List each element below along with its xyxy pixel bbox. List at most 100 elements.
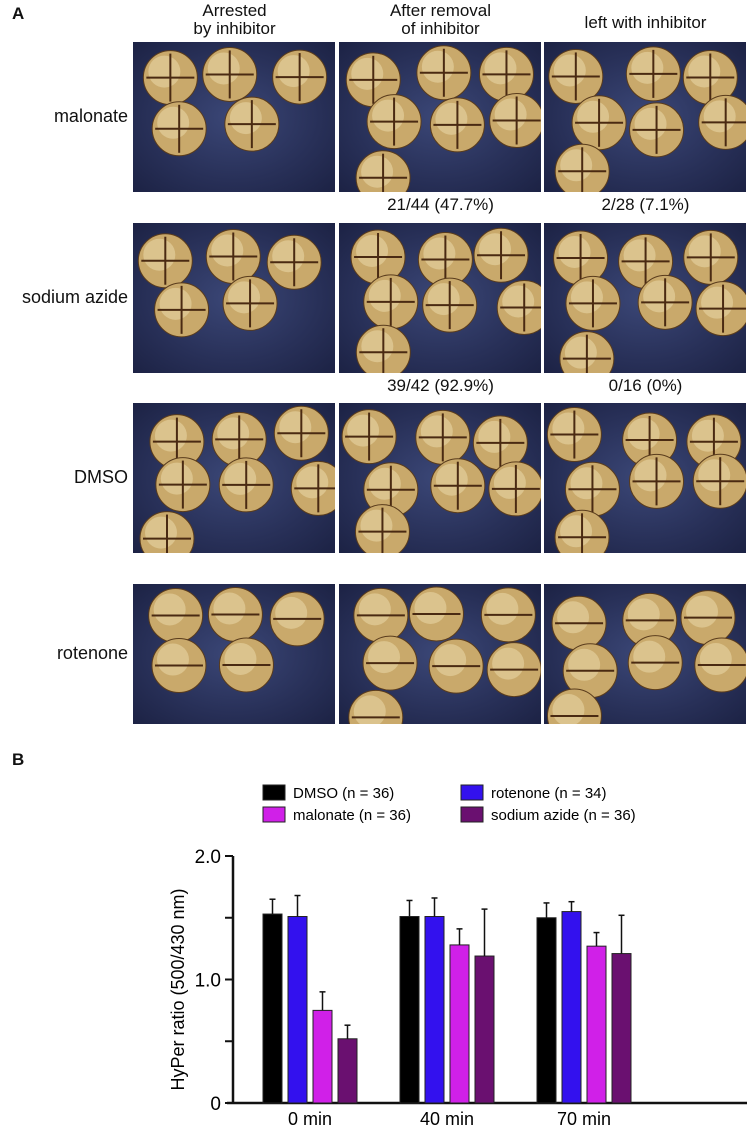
embryo-highlight	[564, 336, 597, 369]
survival-ratio: 21/44 (47.7%)	[387, 195, 494, 214]
embryo-highlight	[699, 643, 732, 676]
legend-label: rotenone (n = 34)	[491, 785, 607, 802]
legend-swatch	[460, 784, 484, 801]
embryo-photo	[544, 223, 746, 373]
embryo-highlight	[701, 286, 734, 319]
embryo-highlight	[224, 642, 257, 675]
embryo-photo	[133, 403, 335, 553]
embryo-photo	[133, 223, 335, 373]
x-tick-label: 0 min	[288, 1109, 332, 1127]
embryo-highlight	[557, 601, 590, 634]
embryo-highlight	[361, 155, 394, 188]
survival-ratio: 39/42 (92.9%)	[387, 376, 494, 395]
embryo-highlight	[560, 149, 593, 182]
panel-b-letter: B	[12, 750, 25, 769]
y-tick-label: 0	[210, 1094, 221, 1115]
embryo-highlight	[420, 415, 453, 448]
x-tick-label: 70 min	[557, 1109, 611, 1127]
embryo-highlight	[148, 55, 181, 88]
y-tick-label: 1.0	[195, 971, 221, 992]
embryo-highlight	[154, 419, 187, 452]
embryo-highlight	[156, 643, 189, 676]
embryo-highlight	[347, 414, 380, 447]
embryo-highlight	[484, 52, 517, 85]
bar-chart: DMSO (n = 36) rotenone (n = 34) malonate (…	[168, 784, 747, 1127]
embryo-highlight	[360, 509, 393, 542]
embryo-highlight	[159, 287, 192, 320]
y-tick-label: 2.0	[195, 847, 221, 868]
legend-swatch	[262, 784, 286, 801]
embryo-highlight	[414, 592, 447, 625]
embryo-highlight	[145, 516, 178, 549]
survival-ratio: 0/16 (0%)	[608, 376, 683, 395]
survival-ratio: 2/28 (7.1%)	[601, 195, 690, 214]
embryo-highlight	[213, 592, 246, 625]
legend-swatch	[262, 806, 286, 823]
embryo-highlight	[435, 102, 468, 135]
embryo-highlight	[686, 595, 719, 628]
embryo-photo	[544, 403, 746, 553]
embryo-highlight	[643, 280, 676, 313]
bar	[611, 953, 632, 1104]
embryo-highlight	[356, 235, 389, 268]
embryo-highlight	[157, 106, 190, 139]
bar	[474, 955, 495, 1104]
embryo-highlight	[224, 462, 257, 495]
embryo-highlight	[435, 463, 468, 496]
column-header: Arrested by inhibitor	[193, 1, 276, 38]
embryo-highlight	[633, 640, 666, 673]
embryo-photo	[339, 42, 541, 192]
legend-label: sodium azide (n = 36)	[491, 807, 636, 824]
embryo-highlight	[211, 234, 244, 267]
bar	[561, 911, 582, 1104]
row-label: malonate	[53, 106, 128, 126]
embryo-highlight	[634, 107, 667, 140]
embryo-highlight	[698, 459, 731, 492]
embryo-highlight	[434, 644, 467, 677]
row-label: rotenone	[56, 643, 128, 663]
embryo-highlight	[279, 411, 312, 444]
y-axis-label: HyPer ratio (500/430 nm)	[168, 888, 188, 1090]
embryo-highlight	[217, 417, 250, 450]
bar	[312, 1009, 333, 1104]
bar	[449, 944, 470, 1104]
column-header: left with inhibitor	[584, 13, 707, 32]
row-label: DMSO	[74, 467, 128, 487]
embryo-highlight	[623, 239, 656, 272]
embryo-highlight	[372, 99, 405, 132]
embryo-highlight	[568, 648, 601, 681]
row-label: sodium azide	[21, 287, 128, 307]
legend-swatch	[460, 806, 484, 823]
embryo-highlight	[358, 593, 391, 626]
embryo-highlight	[228, 281, 261, 314]
embryo-highlight	[368, 641, 401, 674]
embryo-highlight	[486, 592, 519, 625]
embryo-photo	[339, 403, 541, 553]
column-header: After removal of inhibitor	[389, 1, 492, 38]
embryo-highlight	[558, 235, 591, 268]
embryo-highlight	[368, 279, 401, 312]
embryo-highlight	[296, 466, 329, 499]
embryo-highlight	[361, 330, 394, 363]
panel-a-letter: A	[12, 4, 25, 23]
embryo-highlight	[703, 100, 736, 133]
embryo-highlight	[688, 235, 721, 268]
embryo-highlight	[368, 467, 401, 500]
x-tick-label: 40 min	[420, 1109, 474, 1127]
embryo-highlight	[153, 593, 186, 626]
legend-label: DMSO (n = 36)	[293, 785, 394, 802]
embryo-highlight	[479, 233, 512, 266]
embryo-highlight	[421, 50, 454, 83]
embryo-highlight	[478, 420, 511, 453]
embryo-highlight	[631, 51, 664, 84]
embryo-highlight	[492, 647, 525, 680]
bar	[586, 945, 607, 1104]
embryo-highlight	[275, 596, 308, 629]
bar	[287, 916, 308, 1104]
embryo-highlight	[570, 467, 603, 500]
embryo-highlight	[494, 98, 527, 131]
embryo-highlight	[627, 417, 660, 450]
embryo-highlight	[627, 598, 660, 631]
embryo-highlight	[553, 54, 586, 87]
embryo-highlight	[493, 466, 526, 499]
